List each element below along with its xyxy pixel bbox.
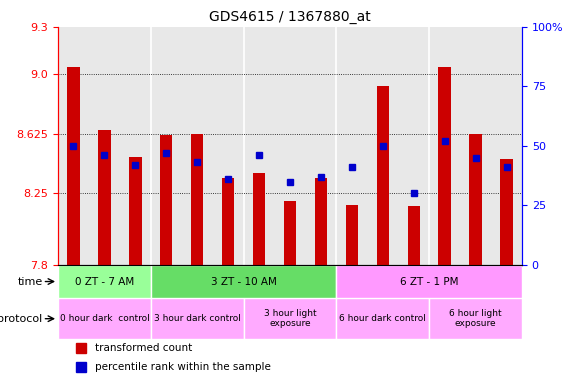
Text: 6 hour dark control: 6 hour dark control: [339, 314, 426, 323]
Bar: [222, 177, 234, 265]
FancyBboxPatch shape: [151, 298, 244, 339]
Bar: [408, 206, 420, 265]
Bar: [67, 66, 79, 265]
Text: time: time: [17, 276, 42, 286]
Bar: [284, 201, 296, 265]
FancyBboxPatch shape: [429, 298, 522, 339]
FancyBboxPatch shape: [244, 298, 336, 339]
Text: 6 ZT - 1 PM: 6 ZT - 1 PM: [400, 276, 458, 286]
Text: 3 hour light
exposure: 3 hour light exposure: [264, 309, 316, 328]
Text: 3 hour dark control: 3 hour dark control: [154, 314, 241, 323]
FancyBboxPatch shape: [58, 298, 151, 339]
Bar: [501, 159, 513, 265]
FancyBboxPatch shape: [336, 298, 429, 339]
Text: percentile rank within the sample: percentile rank within the sample: [95, 362, 271, 372]
Bar: [346, 205, 358, 265]
Bar: [438, 66, 451, 265]
FancyBboxPatch shape: [58, 265, 151, 298]
Bar: [315, 177, 327, 265]
Bar: [129, 157, 142, 265]
FancyBboxPatch shape: [151, 265, 336, 298]
Bar: [469, 134, 482, 265]
Bar: [191, 134, 204, 265]
Bar: [376, 86, 389, 265]
Text: 3 ZT - 10 AM: 3 ZT - 10 AM: [211, 276, 277, 286]
Bar: [160, 135, 172, 265]
Text: transformed count: transformed count: [95, 343, 193, 353]
Text: 0 hour dark  control: 0 hour dark control: [60, 314, 149, 323]
FancyBboxPatch shape: [336, 265, 522, 298]
Text: 6 hour light
exposure: 6 hour light exposure: [450, 309, 502, 328]
Text: protocol: protocol: [0, 314, 42, 324]
Title: GDS4615 / 1367880_at: GDS4615 / 1367880_at: [209, 10, 371, 25]
Bar: [253, 173, 265, 265]
Text: 0 ZT - 7 AM: 0 ZT - 7 AM: [75, 276, 134, 286]
Bar: [98, 130, 111, 265]
